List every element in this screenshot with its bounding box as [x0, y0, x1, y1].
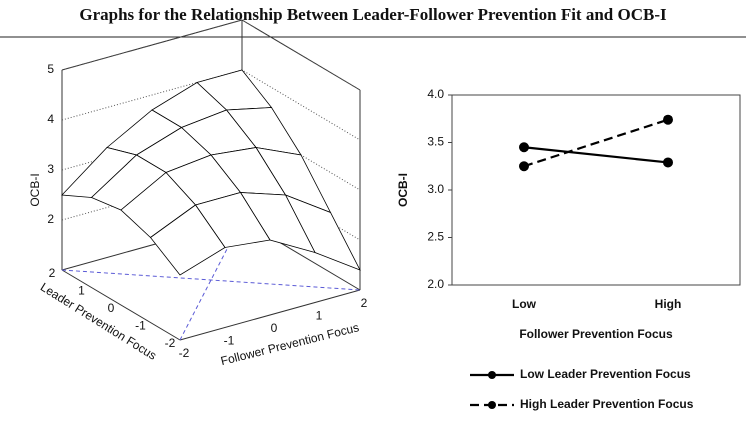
series-point	[519, 142, 529, 153]
z-tick-label: 3	[47, 162, 54, 176]
x-axis-label: Follower Prevention Focus	[519, 327, 673, 341]
floor-diagonal	[61, 269, 361, 291]
y-tick-label: 4.0	[427, 87, 444, 101]
plot-area	[451, 94, 741, 286]
y-tick-label: 3.5	[427, 135, 444, 149]
series-line	[523, 146, 669, 164]
series-point	[519, 161, 529, 172]
y-axis-label: OCB-I	[396, 173, 410, 207]
floor-edge	[179, 289, 361, 341]
series-point	[663, 114, 673, 125]
y-tick-label: -2	[165, 336, 176, 350]
series-point	[663, 157, 673, 168]
z-tick-label: 2	[47, 212, 54, 226]
x-axis-label: Follower Prevention Focus	[219, 320, 360, 368]
y-tick-label: 3.0	[427, 182, 444, 196]
legend-label: High Leader Prevention Focus	[520, 397, 694, 411]
z-grid-line	[61, 19, 361, 91]
surface-cell	[149, 204, 226, 276]
z-tick-label: 4	[47, 112, 54, 126]
y-tick-label: -1	[135, 319, 146, 333]
x-tick-label: 0	[271, 321, 278, 335]
x-tick-label: -1	[224, 334, 235, 348]
legend-marker	[488, 371, 496, 379]
z-tick-label: 5	[47, 62, 54, 76]
x-tick-label: -2	[179, 346, 190, 360]
floor-edge	[61, 269, 181, 341]
x-tick-label: Low	[512, 297, 537, 311]
legend-marker	[488, 401, 496, 409]
x-tick-label: 1	[316, 309, 323, 323]
y-tick-label: 2	[49, 266, 56, 280]
x-tick-label: High	[655, 297, 682, 311]
legend-label: Low Leader Prevention Focus	[520, 367, 691, 381]
z-axis-label: OCB-I	[28, 173, 42, 206]
y-tick-label: 2.0	[427, 277, 444, 291]
y-tick-label: 2.5	[427, 230, 444, 244]
y-tick-label: 1	[78, 284, 85, 298]
y-tick-label: 0	[108, 301, 115, 315]
series-line	[523, 118, 669, 168]
x-tick-label: 2	[361, 296, 368, 310]
figure-title: Graphs for the Relationship Between Lead…	[79, 5, 667, 24]
